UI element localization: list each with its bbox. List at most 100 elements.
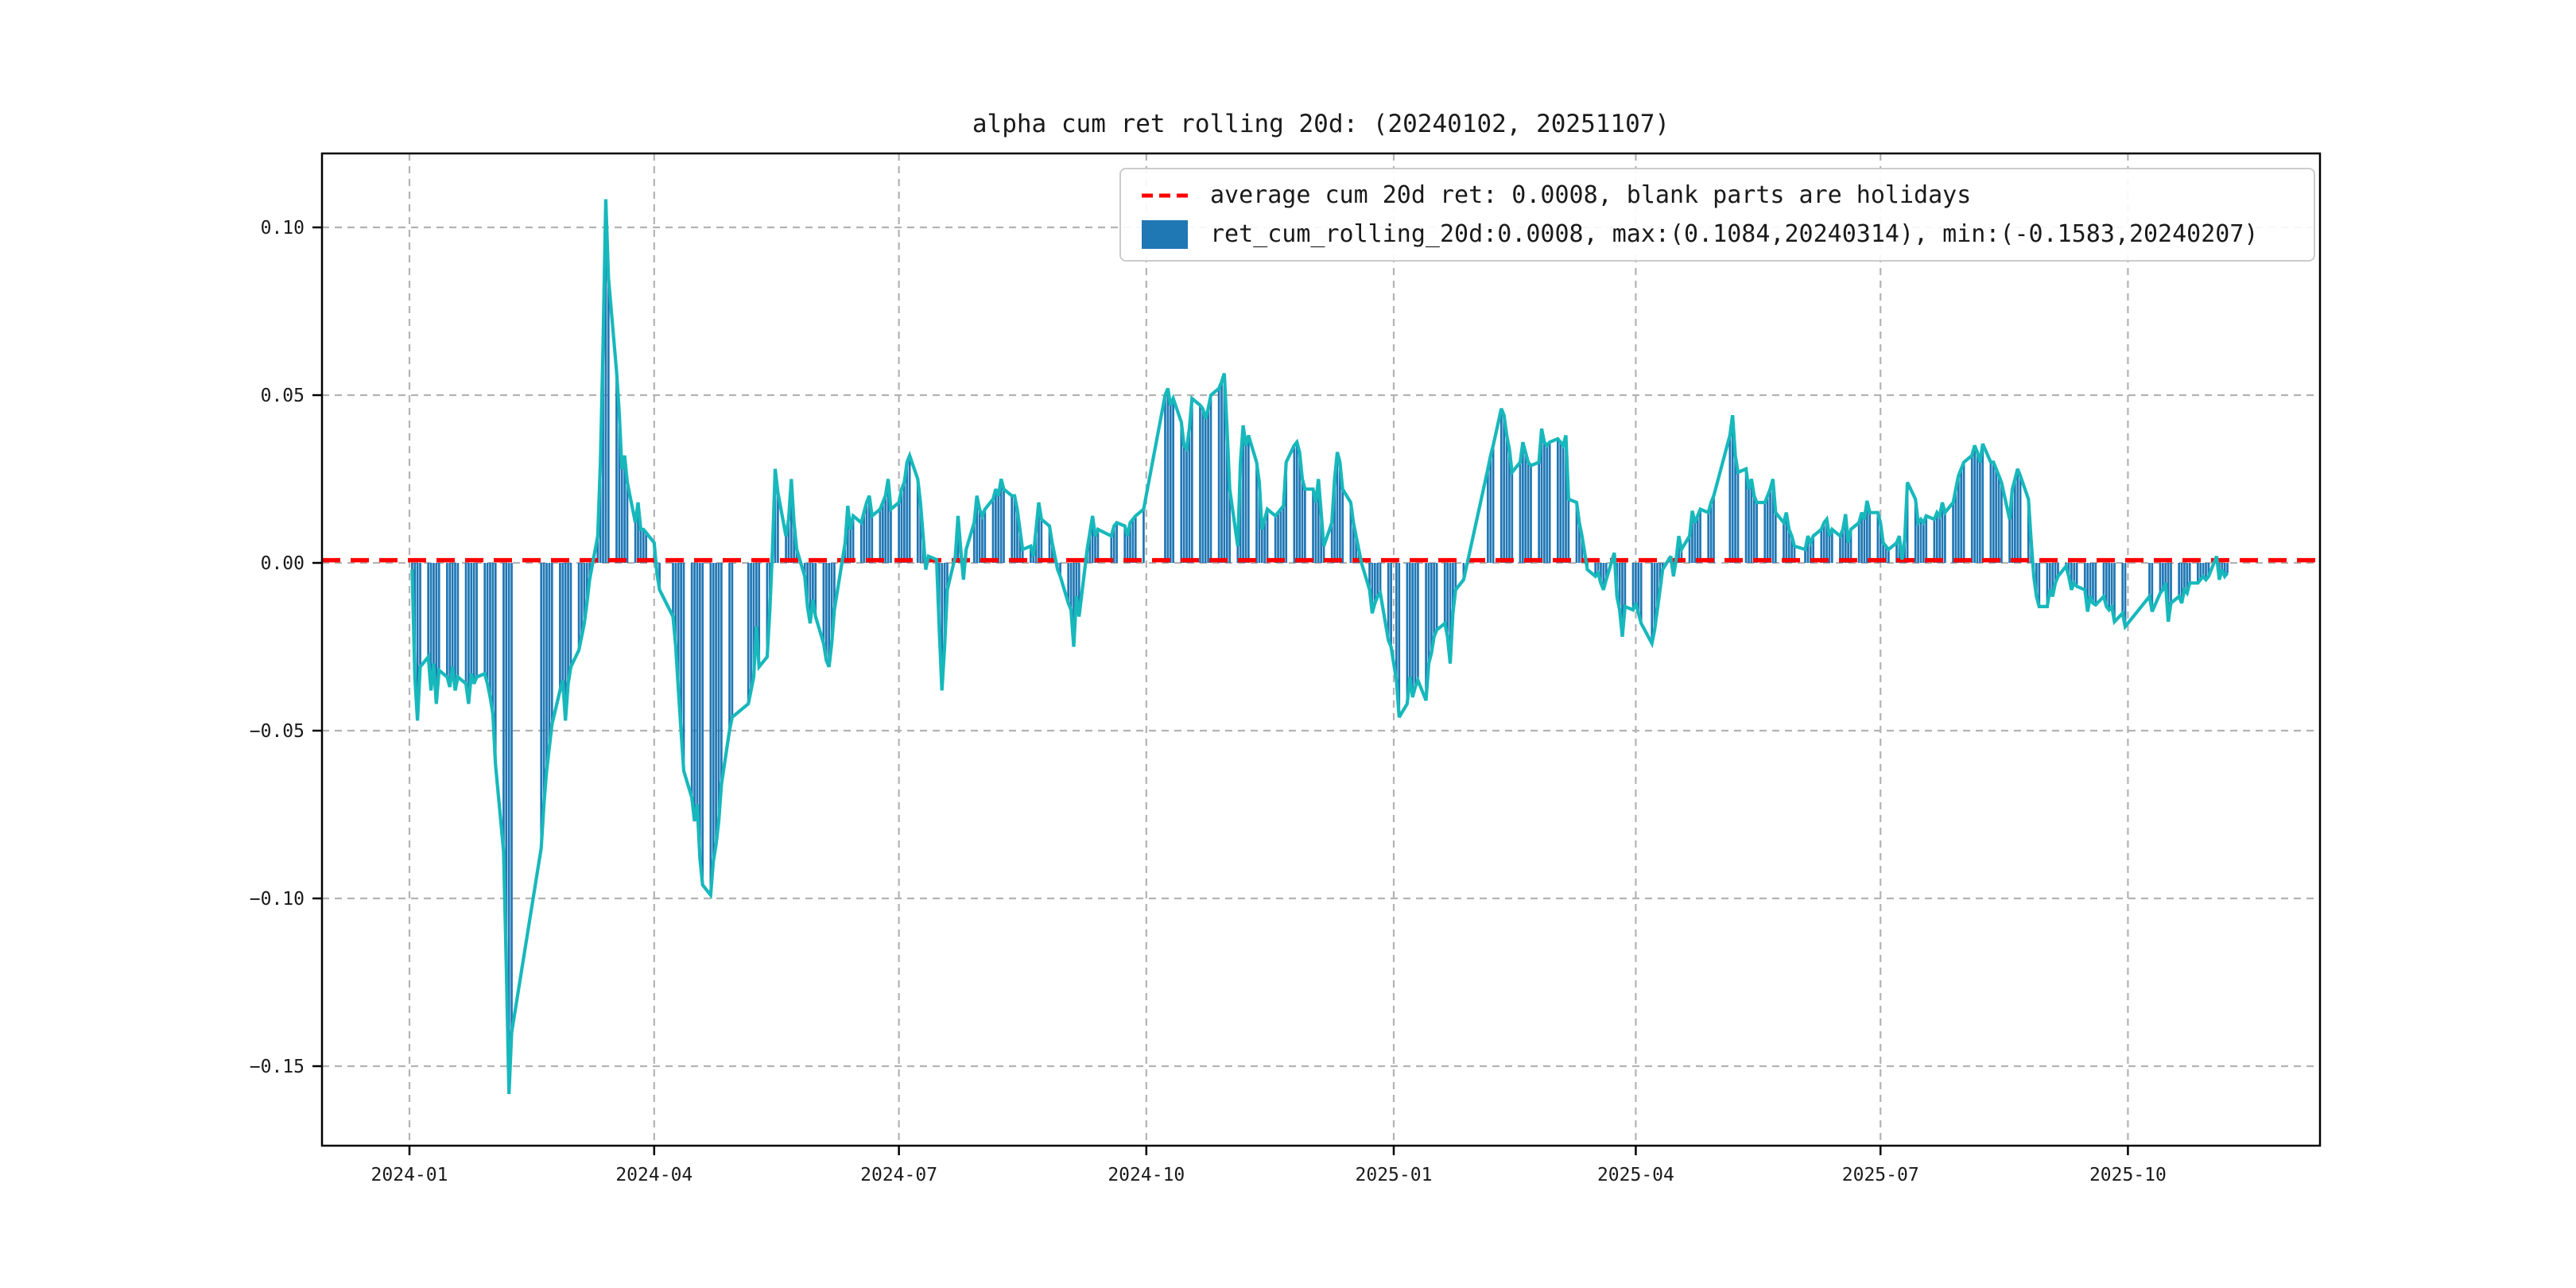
bar xyxy=(1236,545,1240,563)
bar xyxy=(916,479,919,563)
bar xyxy=(1524,452,1527,563)
bar xyxy=(720,563,723,785)
bar xyxy=(1492,445,1495,563)
bar xyxy=(672,563,674,617)
bar xyxy=(1425,563,1427,701)
bar xyxy=(1860,512,1863,563)
bar xyxy=(1277,512,1279,563)
bar xyxy=(868,495,871,563)
bar xyxy=(1430,563,1433,654)
bar xyxy=(1134,515,1137,563)
bar xyxy=(2188,563,2191,584)
y-tick-label: 0.00 xyxy=(261,553,305,574)
bar xyxy=(701,563,704,886)
bar xyxy=(766,563,769,658)
bar xyxy=(1844,514,1847,563)
bar xyxy=(1242,425,1244,563)
bar xyxy=(1032,556,1035,563)
bar xyxy=(510,563,513,1033)
bar xyxy=(1973,445,1976,563)
bar xyxy=(2164,563,2167,584)
bar xyxy=(559,563,561,691)
bar xyxy=(2075,563,2078,587)
bar xyxy=(690,563,693,798)
bar xyxy=(1865,500,1868,563)
average-line-swatch xyxy=(1142,192,1193,200)
bar xyxy=(1559,442,1562,563)
bar xyxy=(1030,545,1032,563)
bar xyxy=(1604,563,1608,580)
bar xyxy=(1225,429,1228,563)
bar xyxy=(1013,495,1016,563)
bar xyxy=(1658,563,1662,590)
bar xyxy=(1997,475,2000,563)
bar xyxy=(809,563,812,623)
bar xyxy=(411,563,413,570)
bar xyxy=(1995,468,1998,563)
bar xyxy=(1790,536,1793,563)
bar xyxy=(1317,479,1320,563)
bar xyxy=(943,563,946,647)
bar xyxy=(1600,563,1602,584)
bar xyxy=(542,563,545,805)
bar xyxy=(540,563,543,848)
bar xyxy=(2094,563,2097,605)
bar xyxy=(2046,563,2049,607)
bar xyxy=(1879,522,1882,563)
bar xyxy=(1298,452,1301,563)
bar xyxy=(2016,468,2019,563)
bar xyxy=(903,482,906,563)
bar xyxy=(1185,448,1188,563)
bar xyxy=(1169,405,1172,563)
bar xyxy=(564,563,567,721)
bar xyxy=(1190,398,1193,563)
bar xyxy=(1077,563,1080,617)
bar xyxy=(983,509,987,563)
bar xyxy=(1038,502,1040,563)
bar xyxy=(1680,549,1683,563)
bar xyxy=(1804,549,1806,563)
bar xyxy=(464,563,467,684)
bar xyxy=(494,563,497,765)
x-tick-label: 2024-01 xyxy=(371,1165,448,1185)
legend-series-label: ret_cum_rolling_20d:0.0008, max:(0.1084,… xyxy=(1210,220,2259,248)
bar xyxy=(1530,465,1532,563)
bar xyxy=(696,563,699,805)
bar xyxy=(1785,512,1788,563)
bar xyxy=(1713,495,1715,563)
bar xyxy=(1917,522,1919,563)
bar xyxy=(1263,519,1266,563)
bar xyxy=(1034,529,1038,563)
bar xyxy=(580,563,583,637)
bar xyxy=(814,563,817,617)
bar xyxy=(1285,462,1288,563)
bar xyxy=(1320,512,1323,563)
bar xyxy=(1839,536,1841,563)
bar xyxy=(1944,512,1946,563)
bar xyxy=(1274,515,1277,563)
bar xyxy=(2121,563,2124,614)
bar xyxy=(2167,563,2170,622)
bar xyxy=(1635,563,1637,603)
bar xyxy=(900,489,903,563)
bar xyxy=(1728,435,1732,563)
bar xyxy=(1503,415,1506,563)
bar xyxy=(1088,533,1092,563)
bar xyxy=(1562,445,1565,563)
bar xyxy=(1201,408,1205,563)
bar xyxy=(607,277,610,563)
bar xyxy=(1182,445,1185,563)
bar xyxy=(884,495,887,563)
bar xyxy=(886,479,890,563)
bar xyxy=(2124,563,2127,627)
bar xyxy=(1548,442,1551,563)
bar xyxy=(747,563,750,704)
bar xyxy=(828,563,831,667)
bar xyxy=(2162,563,2164,590)
bar xyxy=(1661,563,1664,570)
bar xyxy=(1538,462,1540,563)
bar xyxy=(1433,563,1436,637)
bar xyxy=(995,489,997,563)
bar xyxy=(634,522,637,563)
bar xyxy=(1863,519,1866,563)
